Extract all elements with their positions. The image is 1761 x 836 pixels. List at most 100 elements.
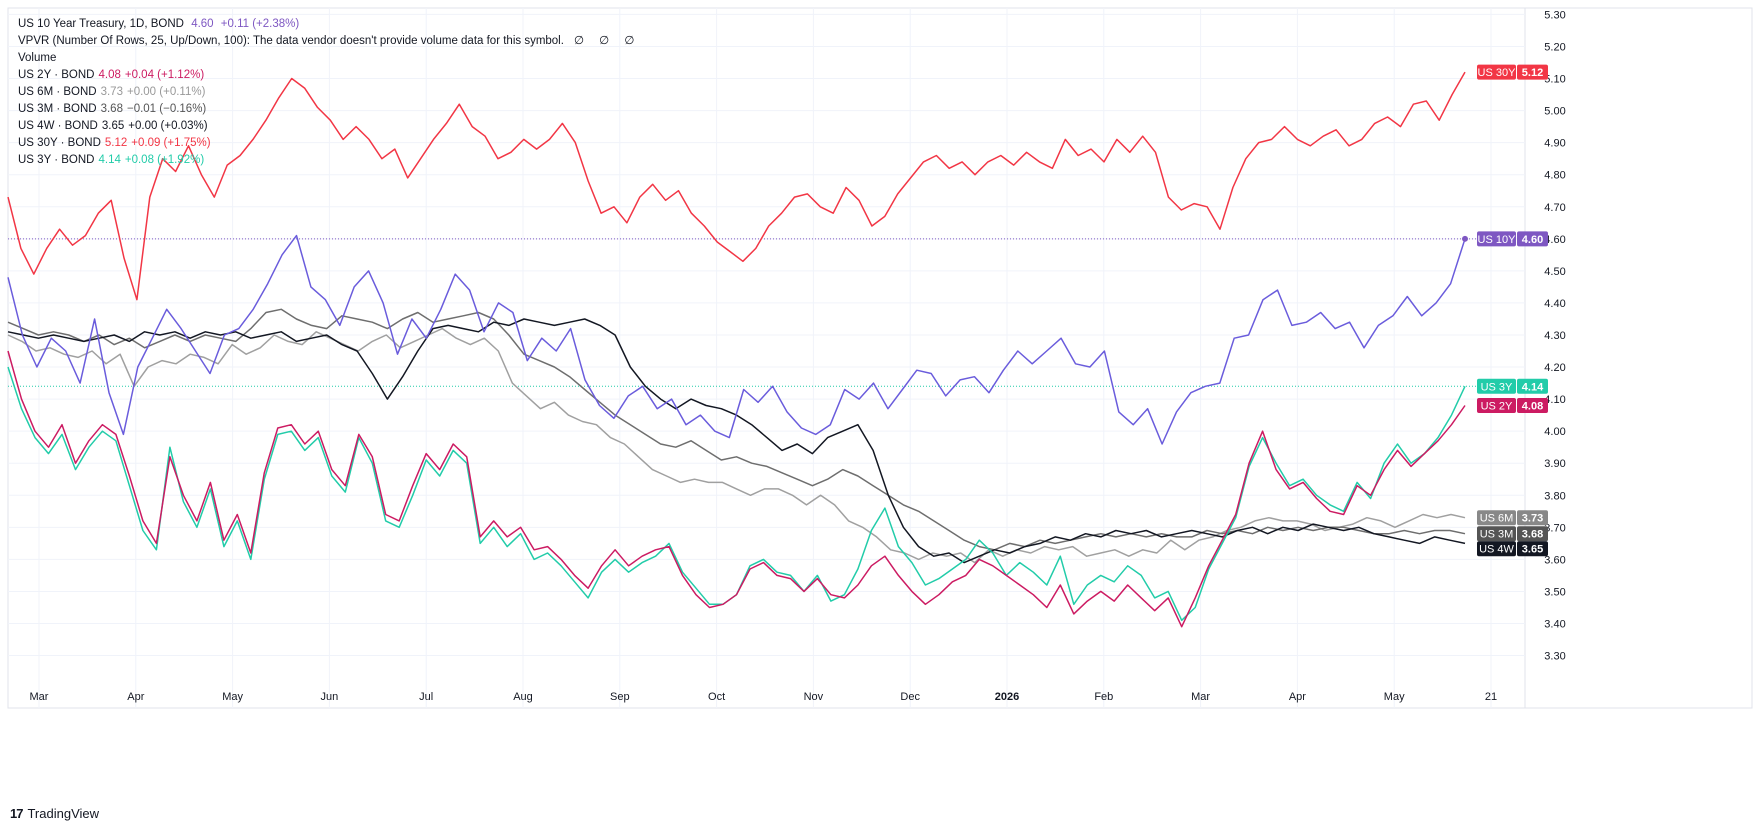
legend-series-row[interactable]: US 3Y · BOND 4.14 +0.08 (+1.92%) [18,152,644,169]
axis-tag-value: 4.14 [1522,381,1544,393]
axis-tag-label: US 10Y [1478,234,1517,246]
axis-tag[interactable]: US 10Y 4.60 [1477,231,1548,247]
x-tick-label: Apr [127,691,144,703]
y-tick-label: 4.60 [1544,234,1565,246]
series-line-us10y [7,234,1466,445]
legend-main-change: +0.11 (+2.38%) [220,18,300,30]
x-tick-label: Jun [321,691,339,703]
axis-tag-value-bg [1517,510,1548,526]
legend-volume-label: Volume [18,52,57,64]
axis-tag[interactable]: US 30Y 5.12 [1477,64,1548,80]
x-tick-label: Sep [610,691,630,703]
y-tick-label: 5.20 [1544,41,1565,53]
legend-series-name: US 2Y · BOND [18,69,95,81]
legend-series-change: −0.01 (−0.16%) [126,103,207,115]
axis-tag-value-bg [1517,64,1548,80]
legend-series-change: +0.04 (+1.12%) [124,69,205,81]
series-line-us6m [7,327,1466,564]
x-tick-label: 2026 [995,691,1019,703]
legend-series-value: 3.65 [101,120,125,132]
legend-series-row[interactable]: US 2Y · BOND 4.08 +0.04 (+1.12%) [18,67,644,84]
axis-tag-label-bg [1477,64,1516,80]
axis-tag-label: US 3M [1480,529,1514,541]
legend-series-name: US 6M · BOND [18,86,97,98]
legend-main-row[interactable]: US 10 Year Treasury, 1D, BOND 4.60 +0.11… [18,16,644,33]
x-tick-label: Dec [900,691,920,703]
x-tick-label: Nov [804,691,824,703]
y-tick-label: 5.00 [1544,106,1565,118]
series-line-us4w [7,318,1466,564]
x-tick-label: 21 [1485,691,1497,703]
y-tick-label: 4.50 [1544,266,1565,278]
axis-tag-label: US 30Y [1478,67,1517,79]
axis-tag-label-bg [1477,510,1516,526]
axis-tag-label-bg [1477,378,1516,394]
series-line-us3m [7,308,1466,551]
axis-tag-value-bg [1517,231,1548,247]
series-line-us3y [7,366,1466,622]
y-tick-label: 3.60 [1544,554,1565,566]
legend-series-value: 3.68 [100,103,123,115]
y-tick-label: 5.30 [1544,9,1565,21]
axis-tag[interactable]: US 4W 3.65 [1477,541,1548,557]
legend-series-change: +0.00 (+0.11%) [126,86,206,98]
axis-tag-value: 5.12 [1522,67,1543,79]
axis-tag-label: US 3Y [1481,381,1513,393]
axis-tag-label-bg [1477,541,1516,557]
legend-series-name: US 4W · BOND [18,120,98,132]
legend-series-change: +0.09 (+1.75%) [131,137,211,149]
legend-series-value: 4.14 [98,154,121,166]
legend-series-name: US 30Y · BOND [18,137,101,149]
legend-series-name: US 3M · BOND [18,103,97,115]
series-line-us30y [7,71,1466,301]
legend-vpvr-symbols: ∅ ∅ ∅ [573,35,641,47]
y-tick-label: 3.40 [1544,619,1565,631]
axis-tag-value: 4.08 [1522,401,1543,413]
legend-series-value: 5.12 [104,137,128,149]
legend-series-row[interactable]: US 4W · BOND 3.65 +0.00 (+0.03%) [18,118,644,135]
legend-vpvr-text: VPVR (Number Of Rows, 25, Up/Down, 100):… [18,35,564,47]
legend-volume-row[interactable]: Volume [18,50,644,67]
axis-tag-value-bg [1517,526,1548,542]
legend-series-row[interactable]: US 6M · BOND 3.73 +0.00 (+0.11%) [18,84,644,101]
legend-series-value: 4.08 [98,69,121,81]
legend-series-name: US 3Y · BOND [18,154,95,166]
axis-tag-value-bg [1517,378,1548,394]
x-tick-label: Mar [30,691,49,703]
x-tick-label: Feb [1094,691,1113,703]
legend-vpvr-row[interactable]: VPVR (Number Of Rows, 25, Up/Down, 100):… [18,33,644,50]
y-tick-label: 4.00 [1544,426,1565,438]
legend-series-value: 3.73 [100,86,123,98]
legend-series-change: +0.00 (+0.03%) [128,120,208,132]
axis-tag-label: US 2Y [1481,401,1513,413]
axis-tag-value: 4.60 [1522,234,1543,246]
legend: US 10 Year Treasury, 1D, BOND 4.60 +0.11… [18,16,644,169]
axis-tag-label-bg [1477,231,1516,247]
axis-tag[interactable]: US 2Y 4.08 [1477,398,1548,414]
axis-tag[interactable]: US 3M 3.68 [1477,526,1548,542]
axis-tag-value: 3.73 [1522,513,1543,525]
y-tick-label: 4.70 [1544,202,1565,214]
legend-series-row[interactable]: US 3M · BOND 3.68 −0.01 (−0.16%) [18,101,644,118]
y-tick-label: 5.10 [1544,74,1565,86]
y-tick-label: 3.90 [1544,458,1565,470]
axis-tag-value-bg [1517,398,1548,414]
y-tick-label: 4.90 [1544,138,1565,150]
y-tick-label: 3.30 [1544,651,1565,663]
axis-tag-value: 3.65 [1522,544,1543,556]
tradingview-brand[interactable]: 17 TradingView [10,806,99,821]
tradingview-logo-icon: 17 [10,806,24,821]
axis-tag[interactable]: US 3Y 4.14 [1477,378,1548,394]
brand-name: TradingView [27,806,100,821]
legend-series-row[interactable]: US 30Y · BOND 5.12 +0.09 (+1.75%) [18,135,644,152]
y-tick-label: 4.10 [1544,394,1565,406]
legend-series-rows: US 2Y · BOND 4.08 +0.04 (+1.12%) US 6M · BO… [18,67,644,169]
axis-tag-label-bg [1477,526,1516,542]
us10y-last-point [1462,235,1468,242]
y-tick-label: 4.30 [1544,330,1565,342]
axis-tag[interactable]: US 6M 3.73 [1477,510,1548,526]
x-tick-label: Oct [708,691,725,703]
y-tick-label: 3.50 [1544,586,1565,598]
